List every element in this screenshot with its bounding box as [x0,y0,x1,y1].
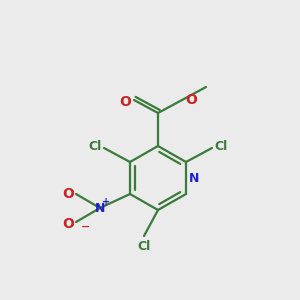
Text: Cl: Cl [137,240,151,253]
Text: N: N [189,172,200,184]
Text: −: − [81,222,90,232]
Text: O: O [185,93,197,107]
Text: O: O [62,217,74,231]
Text: Cl: Cl [214,140,227,154]
Text: +: + [102,197,110,207]
Text: O: O [119,95,131,109]
Text: O: O [62,187,74,201]
Text: Cl: Cl [89,140,102,154]
Text: N: N [95,202,105,214]
